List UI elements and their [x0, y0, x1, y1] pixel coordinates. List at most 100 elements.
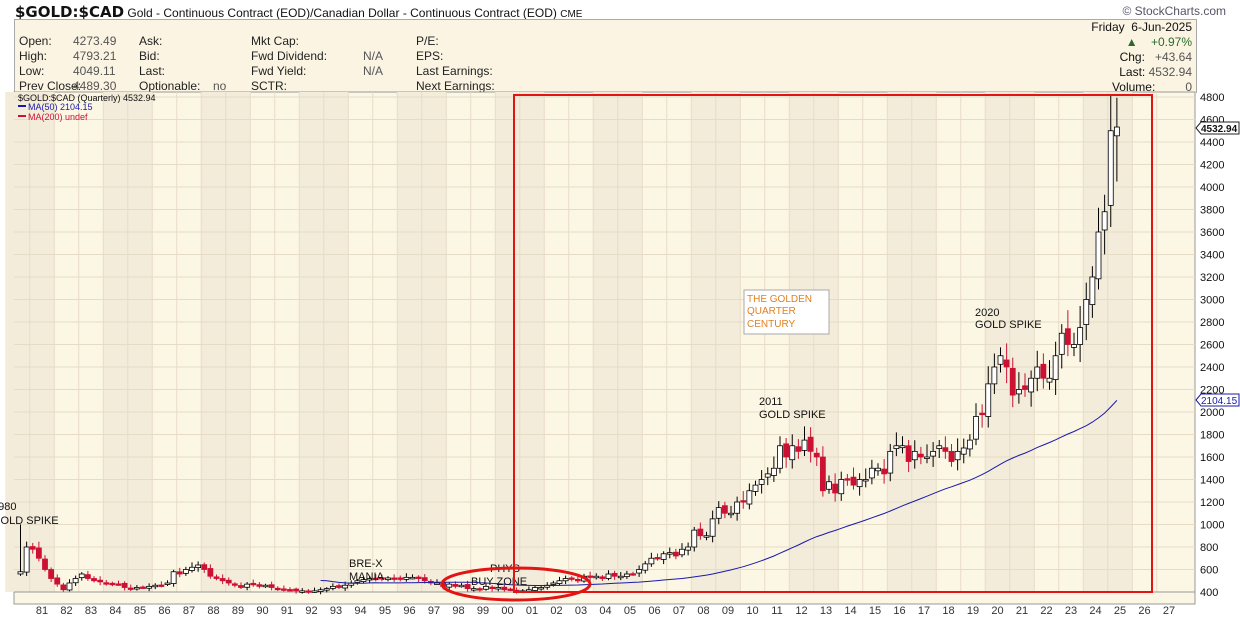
x-tick-label: 87 [183, 605, 195, 617]
candle-body [201, 564, 208, 570]
y-tick-label: 800 [1200, 542, 1218, 554]
x-tick-label: 89 [232, 605, 244, 617]
y-tick-label: 4800 [1200, 92, 1224, 104]
y-tick-label: 2600 [1200, 340, 1224, 352]
candle-body [256, 584, 263, 587]
candle-body [764, 473, 771, 478]
x-tick-label: 02 [550, 605, 562, 617]
x-tick-label: 99 [477, 605, 489, 617]
fwddiv-value: N/A [363, 49, 384, 63]
candle-body [35, 547, 42, 559]
candle-body [42, 558, 48, 570]
annotation-1980-spike: GOLD SPIKE [0, 515, 59, 527]
candle-body [697, 528, 704, 537]
candle-body [317, 589, 324, 592]
y-tick-label: 400 [1200, 587, 1218, 599]
x-tick-label: 06 [648, 605, 660, 617]
candle-body [60, 584, 67, 591]
candle-body [372, 577, 379, 581]
candle-body [807, 436, 814, 452]
candle-body [495, 587, 502, 590]
candle-body [164, 582, 171, 585]
candle-body [875, 467, 881, 472]
y-tick-label: 3800 [1200, 205, 1224, 217]
candle-body [54, 577, 61, 585]
optionable-value: no [213, 79, 227, 93]
x-tick-label: 24 [1089, 605, 1101, 617]
candle-body [887, 450, 894, 474]
candle-body [397, 577, 404, 580]
candle-body [856, 479, 863, 488]
candle-body [293, 588, 300, 592]
candle-body [1034, 366, 1041, 379]
candle-body [899, 445, 906, 449]
mktcap-label: Mkt Cap: [251, 34, 300, 48]
legend-title: $GOLD:$CAD (Quarterly) 4532.94 [18, 93, 156, 103]
candle-body [562, 578, 569, 582]
chg-label: Chg: [1119, 50, 1145, 64]
candle-body [832, 483, 839, 494]
candle-body [1095, 231, 1102, 280]
candle-body [838, 479, 845, 495]
fwdyield-label: Fwd Yield: [251, 64, 307, 78]
x-tick-label: 86 [158, 605, 170, 617]
candle-body [103, 582, 110, 585]
x-tick-label: 94 [354, 605, 366, 617]
y-tick-label: 4400 [1200, 137, 1224, 149]
x-tick-label: 93 [330, 605, 342, 617]
candle-body [936, 445, 943, 449]
candle-body [385, 577, 391, 581]
low-label: Low: [19, 64, 45, 78]
candle-body [709, 518, 716, 537]
y-tick-label: 2800 [1200, 317, 1224, 329]
candle-body [1077, 327, 1084, 345]
candle-body [470, 588, 477, 591]
candle-body [770, 467, 777, 476]
candle-body [642, 563, 649, 571]
candle-body [97, 579, 104, 583]
candle-body [146, 585, 153, 589]
candle-body [911, 450, 918, 461]
low-value: 4049.11 [73, 64, 116, 78]
candle-body [997, 355, 1004, 365]
candle-body [1015, 389, 1022, 395]
y-tick-label: 1200 [1200, 497, 1224, 509]
x-tick-label: 81 [36, 605, 48, 617]
brand-logo[interactable]: © StockCharts.com [1122, 4, 1226, 18]
x-tick-label: 12 [795, 605, 807, 617]
x-tick-label: 97 [428, 605, 440, 617]
annotation-2011: 2011 [759, 396, 783, 408]
description: Gold - Continuous Contract (EOD)/Canadia… [127, 6, 557, 20]
candle-body [446, 583, 453, 588]
candle-body [1003, 359, 1010, 368]
candle-body [268, 584, 275, 588]
x-tick-label: 91 [281, 605, 293, 617]
x-tick-label: 84 [109, 605, 121, 617]
volume-value: 0 [1185, 80, 1192, 94]
x-tick-label: 20 [991, 605, 1003, 617]
candle-body [507, 588, 514, 591]
candle-body [152, 584, 159, 588]
candle-body [1071, 344, 1077, 348]
candle-body [948, 450, 955, 462]
candle-body [881, 468, 888, 475]
candle-body [464, 584, 471, 590]
candle-body [593, 575, 600, 579]
candle-body [127, 587, 134, 590]
candle-body [630, 573, 636, 576]
x-tick-label: 08 [697, 605, 709, 617]
candle-body [452, 583, 459, 587]
candle-body [587, 575, 594, 578]
candle-body [415, 576, 422, 579]
x-tick-label: 23 [1065, 605, 1077, 617]
next-earnings-label: Next Earnings: [416, 79, 495, 93]
last2-label: Last: [1119, 65, 1146, 79]
y-tick-label: 4000 [1200, 182, 1224, 194]
candle-body [532, 587, 538, 591]
ma50-line [320, 400, 1118, 586]
quote-summary: Friday 6-Jun-2025 ▲ +0.97% Chg: +43.64 L… [1091, 20, 1192, 95]
candle-body [323, 588, 330, 591]
x-tick-label: 04 [599, 605, 611, 617]
x-tick-label: 03 [575, 605, 587, 617]
